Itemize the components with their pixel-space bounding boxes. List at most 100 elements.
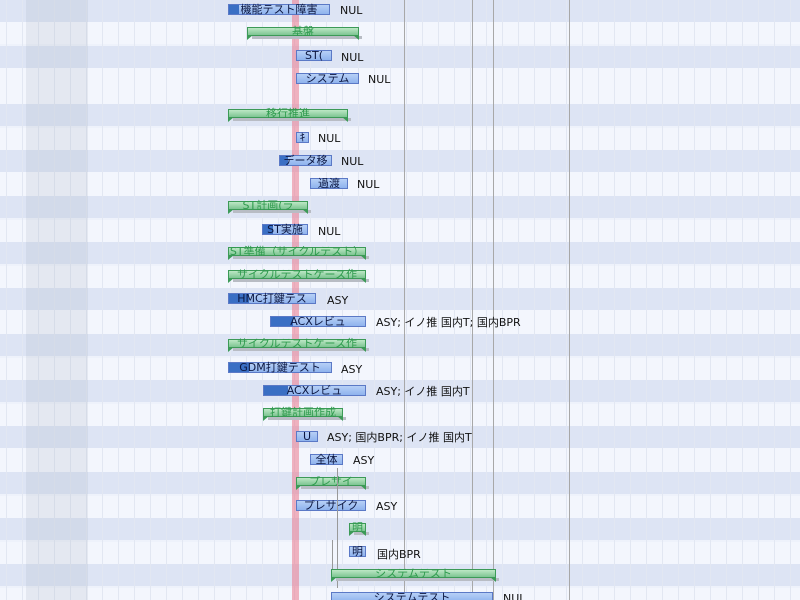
task-resource: NUL [503, 592, 526, 600]
gantt-row [0, 46, 800, 68]
task-resource: ASY [376, 500, 398, 513]
gantt-row [0, 128, 800, 150]
task-bar[interactable]: 明 [349, 546, 366, 557]
summary-bar[interactable]: 移行推進 [228, 108, 351, 122]
grid-line [486, 0, 487, 600]
grid-line [22, 0, 23, 600]
grid-line [358, 0, 359, 600]
grid-line [742, 0, 743, 600]
gantt-row [0, 448, 800, 472]
grid-line [374, 0, 375, 600]
grid-line [470, 0, 471, 600]
gantt-row [0, 150, 800, 172]
task-resource: NUL [318, 132, 341, 145]
task-bar[interactable]: ACXレビュ [263, 385, 366, 396]
gantt-row [0, 68, 800, 104]
task-bar[interactable]: U [296, 431, 318, 442]
grid-line [598, 0, 599, 600]
gantt-row [0, 220, 800, 242]
task-bar[interactable]: 全体 [310, 454, 343, 465]
gantt-row [0, 334, 800, 356]
summary-bar[interactable]: サイクルテストケース作 [228, 269, 369, 283]
gantt-row [0, 404, 800, 426]
summary-bar[interactable]: ST計画(ラ [228, 200, 311, 214]
summary-bar[interactable]: サイクルテストケース作 [228, 338, 369, 352]
grid-line [726, 0, 727, 600]
grid-line [70, 0, 71, 600]
grid-line [390, 0, 391, 600]
task-bar[interactable]: ｷ [296, 132, 309, 143]
summary-bar[interactable]: 基盤 [247, 26, 362, 40]
grid-line [710, 0, 711, 600]
grid-line [166, 0, 167, 600]
task-bar[interactable]: ST実施 [262, 224, 308, 235]
summary-bar[interactable]: ST準備（サイクルテスト） [228, 246, 369, 260]
grid-line [502, 0, 503, 600]
grid-line [150, 0, 151, 600]
grid-line [550, 0, 551, 600]
grid-line [86, 0, 87, 600]
task-bar[interactable]: ACXレビュ [270, 316, 366, 327]
task-bar[interactable]: 過渡 [310, 178, 348, 189]
task-bar[interactable]: システムテスト [331, 592, 493, 600]
summary-bar[interactable]: 打鍵計画作成 [263, 407, 346, 421]
grid-line [182, 0, 183, 600]
gantt-row [0, 496, 800, 518]
task-resource: NUL [368, 73, 391, 86]
task-resource: NUL [357, 178, 380, 191]
weekend-shade [26, 0, 88, 600]
gantt-row [0, 358, 800, 380]
grid-line [774, 0, 775, 600]
task-bar[interactable]: GDM打鍵テスト [228, 362, 332, 373]
gantt-row [0, 472, 800, 494]
task-bar[interactable]: HMC打鍵テス [228, 293, 316, 304]
task-bar[interactable]: 機能テスト障害 [228, 4, 330, 15]
task-bar[interactable]: ST( [296, 50, 332, 61]
gantt-row [0, 426, 800, 448]
summary-bar[interactable]: システムテスト [331, 568, 499, 582]
grid-line [646, 0, 647, 600]
task-resource: ASY [341, 363, 363, 376]
task-resource: 国内BPR [377, 548, 421, 561]
gantt-row [0, 380, 800, 402]
grid-line [214, 0, 215, 600]
task-resource: ASY; イノ推 国内T; 国内BPR [376, 316, 521, 329]
task-resource: ASY; イノ推 国内T [376, 385, 470, 398]
grid-line [758, 0, 759, 600]
gantt-row [0, 542, 800, 564]
gantt-row [0, 518, 800, 540]
grid-line [518, 0, 519, 600]
task-bar[interactable]: データ移 [279, 155, 332, 166]
grid-line [6, 0, 7, 600]
grid-line [582, 0, 583, 600]
task-bar[interactable]: プレサイク [296, 500, 366, 511]
task-bar[interactable]: システム [296, 73, 359, 84]
dependency-arrow [337, 468, 338, 588]
grid-line [118, 0, 119, 600]
grid-line [566, 0, 567, 600]
deadline-line [569, 0, 570, 600]
grid-line [38, 0, 39, 600]
summary-bar[interactable]: 明 [349, 522, 369, 536]
grid-line [630, 0, 631, 600]
gantt-row [0, 242, 800, 264]
grid-line [102, 0, 103, 600]
task-resource: ASY [327, 294, 349, 307]
summary-bar[interactable]: プレサイ [296, 476, 369, 490]
grid-line [678, 0, 679, 600]
grid-line [198, 0, 199, 600]
task-resource: ASY [353, 454, 375, 467]
deadline-line [493, 0, 494, 600]
gantt-row [0, 266, 800, 288]
gantt-row [0, 196, 800, 218]
task-resource: NUL [341, 155, 364, 168]
gantt-row [0, 0, 800, 22]
grid-line [438, 0, 439, 600]
grid-line [54, 0, 55, 600]
grid-line [662, 0, 663, 600]
grid-line [454, 0, 455, 600]
task-resource: NUL [340, 4, 363, 17]
deadline-line [404, 0, 405, 600]
grid-line [790, 0, 791, 600]
